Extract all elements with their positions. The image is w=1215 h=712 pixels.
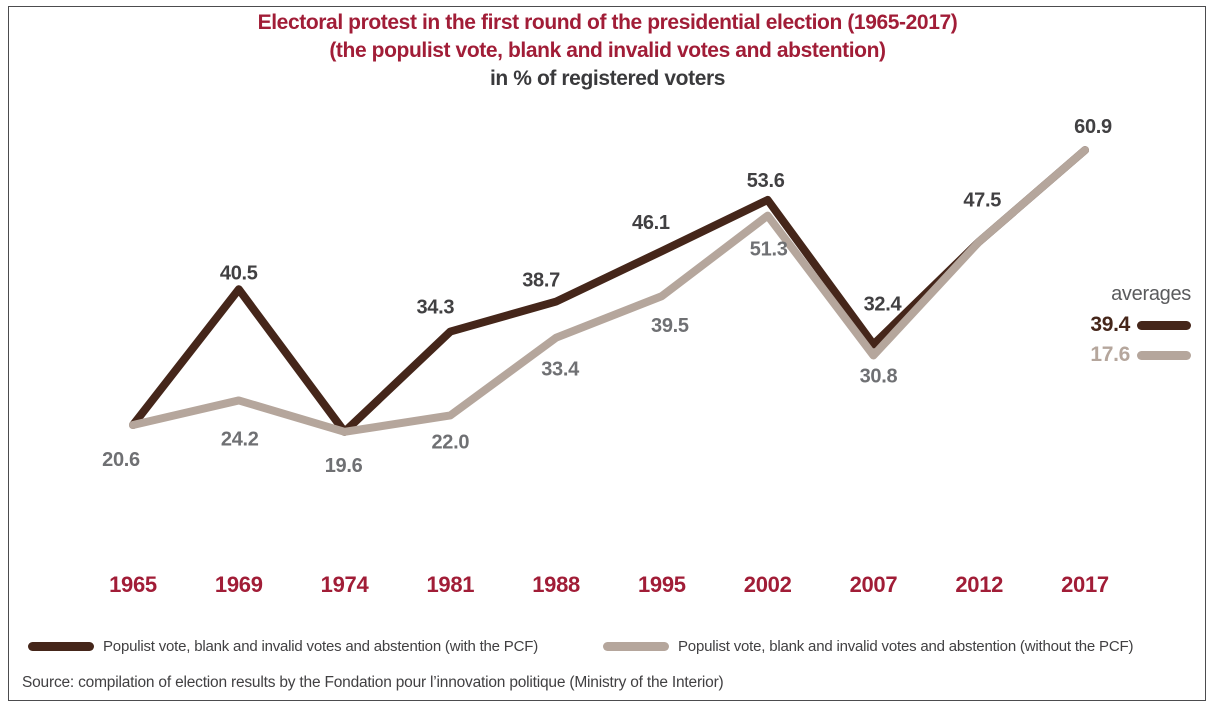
chart-title-line-1: Electoral protest in the first round of … [257, 11, 958, 34]
average-swatch-with-pcf [1137, 320, 1191, 330]
averages-block: averages 39.4 17.6 [1090, 283, 1191, 373]
point-label-1995-s1: 39.5 [651, 315, 689, 337]
point-label-1988-s1: 33.4 [541, 359, 580, 381]
legend-swatch-without-pcf [603, 642, 669, 651]
x-axis-label-2007: 2007 [850, 572, 898, 597]
chart-title: Electoral protest in the first round of … [0, 9, 1215, 93]
average-value-without-pcf: 17.6 [1090, 343, 1130, 366]
x-axis-label-1995: 1995 [638, 572, 686, 597]
point-label-1988-s0: 38.7 [522, 270, 560, 292]
legend-label-without-pcf: Populist vote, blank and invalid votes a… [678, 638, 1134, 655]
average-row-with-pcf: 39.4 [1090, 313, 1191, 337]
average-swatch-without-pcf [1137, 350, 1191, 360]
chart-title-line-3: in % of registered voters [489, 67, 726, 90]
x-axis-label-2002: 2002 [744, 572, 792, 597]
point-label-1995-s0: 46.1 [632, 212, 670, 234]
series-line-1 [129, 146, 1089, 436]
legend-entry-without-pcf: Populist vote, blank and invalid votes a… [603, 638, 1133, 655]
legend-entry-with-pcf: Populist vote, blank and invalid votes a… [28, 638, 538, 655]
point-label-2002-s0: 53.6 [747, 170, 785, 192]
source-note: Source: compilation of election results … [22, 674, 724, 691]
point-label-2017-s0: 60.9 [1074, 116, 1112, 138]
point-label-2007-s1: 30.8 [860, 365, 898, 387]
legend-swatch-with-pcf [28, 642, 94, 651]
x-axis-label-1969: 1969 [215, 572, 263, 597]
averages-title: averages [1111, 283, 1191, 305]
point-label-1969-s0: 40.5 [220, 262, 258, 284]
x-axis-label-1965: 1965 [109, 572, 157, 597]
point-label-2002-s1: 51.3 [750, 239, 788, 261]
x-axis-label-1981: 1981 [426, 572, 474, 597]
x-axis-label-1988: 1988 [532, 572, 580, 597]
chart-legend: Populist vote, blank and invalid votes a… [0, 638, 1215, 658]
x-axis-label-1974: 1974 [321, 572, 370, 597]
point-label-1965-s1: 20.6 [102, 449, 140, 471]
point-label-1981-s1: 22.0 [431, 431, 469, 453]
point-label-1981-s0: 34.3 [416, 297, 454, 319]
point-label-1969-s1: 24.2 [221, 428, 259, 450]
average-row-without-pcf: 17.6 [1090, 343, 1191, 367]
x-axis-label-2012: 2012 [955, 572, 1003, 597]
legend-label-with-pcf: Populist vote, blank and invalid votes a… [103, 638, 538, 655]
average-value-with-pcf: 39.4 [1090, 313, 1130, 336]
point-label-2007-s0: 32.4 [864, 294, 903, 316]
series-line-0 [129, 146, 1089, 436]
x-axis-label-2017: 2017 [1061, 572, 1109, 597]
point-label-2012-s0: 47.5 [963, 190, 1001, 212]
point-label-1974-s1: 19.6 [325, 455, 363, 477]
chart-title-line-2: (the populist vote, blank and invalid vo… [329, 39, 886, 62]
